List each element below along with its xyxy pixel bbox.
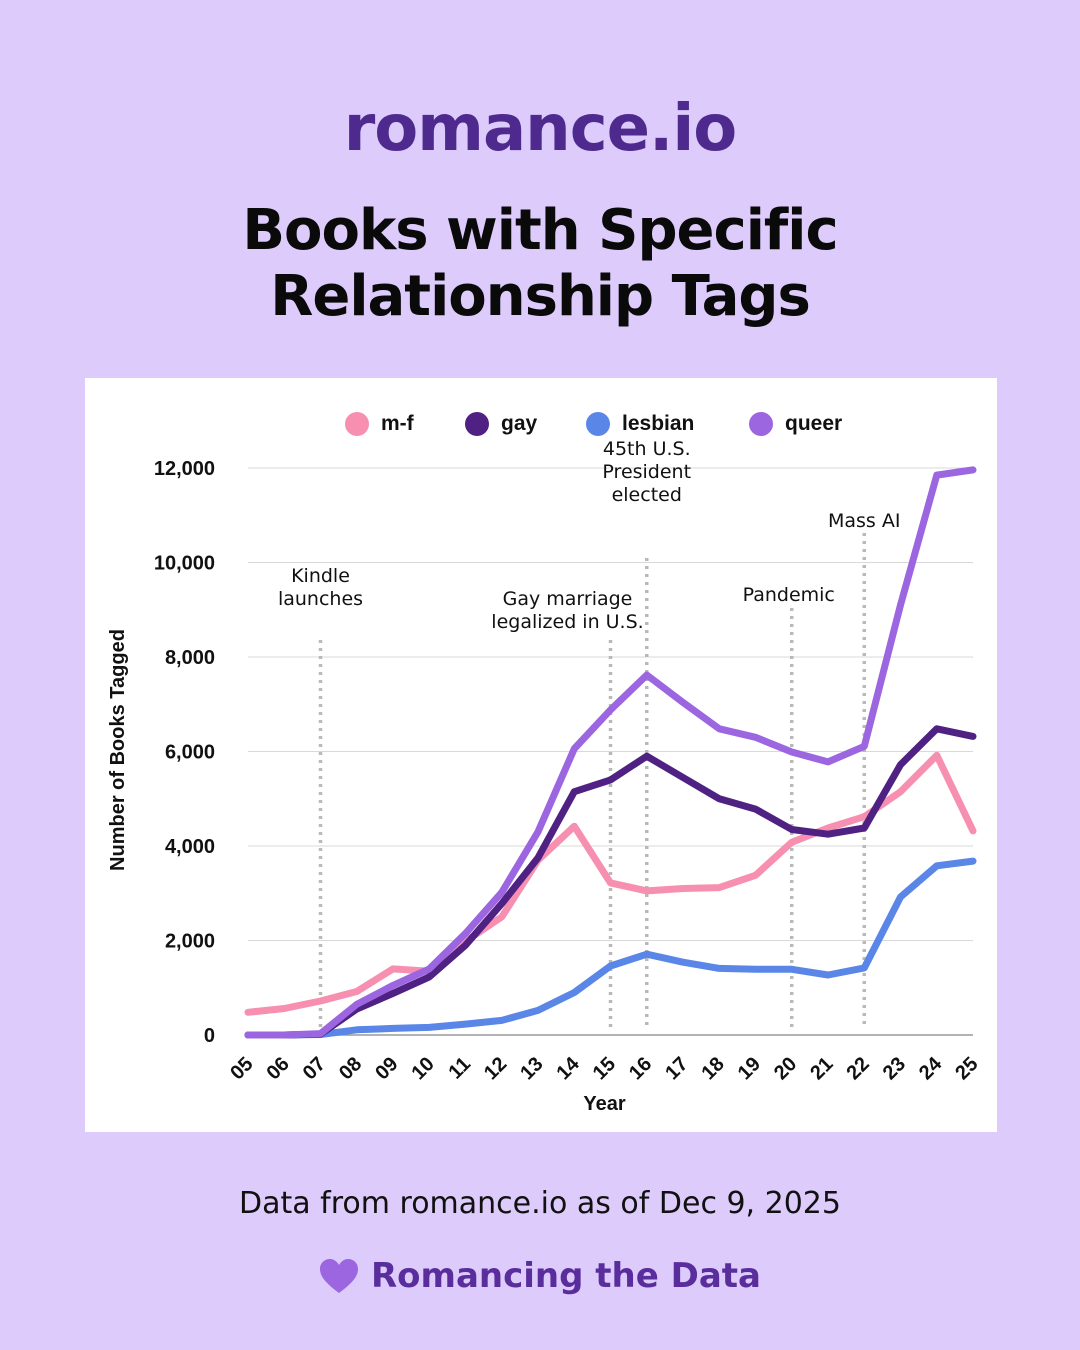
x-tick-label: 11	[445, 1053, 476, 1084]
annotation-label: launches	[278, 588, 363, 610]
x-tick-label: 14	[552, 1052, 584, 1084]
x-tick-label: 09	[371, 1053, 402, 1084]
y-tick-label: 12,000	[154, 458, 215, 480]
heart-icon	[319, 1259, 358, 1293]
x-tick-label: 16	[625, 1053, 656, 1084]
x-axis-title: Year	[583, 1093, 625, 1115]
legend-marker-queer	[749, 412, 773, 436]
x-tick-label: 22	[842, 1053, 873, 1084]
legend-marker-m-f	[345, 412, 369, 436]
x-tick-label: 12	[480, 1053, 511, 1084]
y-tick-label: 0	[204, 1025, 215, 1047]
y-tick-label: 10,000	[154, 553, 215, 575]
annotation-label: legalized in U.S.	[491, 611, 643, 633]
legend-label-m-f: m-f	[381, 412, 415, 435]
x-tick-label: 23	[879, 1053, 910, 1084]
signature: Romancing the Data	[0, 1256, 1080, 1296]
annotation-label: President	[602, 461, 691, 483]
series-line-queer	[244, 466, 977, 1039]
x-tick-label: 06	[262, 1053, 293, 1084]
x-tick-label: 19	[734, 1053, 765, 1084]
title-line-2: Relationship Tags	[270, 264, 811, 329]
legend-label-lesbian: lesbian	[622, 412, 694, 435]
y-tick-label: 8,000	[165, 647, 215, 669]
title-line-1: Books with Specific	[242, 198, 838, 263]
annotation-label: 45th U.S.	[603, 438, 691, 460]
x-tick-label: 13	[516, 1053, 547, 1084]
x-tick-label: 10	[407, 1053, 438, 1084]
series-line-m-f	[244, 751, 977, 1016]
legend-marker-lesbian	[586, 412, 610, 436]
x-tick-label: 08	[335, 1053, 366, 1084]
y-tick-label: 6,000	[165, 742, 215, 764]
x-tick-label: 25	[951, 1053, 982, 1084]
legend-label-gay: gay	[501, 412, 538, 435]
series-line-gay	[244, 725, 977, 1039]
y-tick-label: 2,000	[165, 931, 215, 953]
x-tick-label: 05	[226, 1053, 257, 1084]
legend-label-queer: queer	[785, 412, 842, 435]
annotation-label: Mass AI	[828, 510, 900, 532]
x-tick-label: 07	[299, 1053, 330, 1084]
x-tick-label: 24	[915, 1052, 947, 1084]
series-line-lesbian	[244, 857, 977, 1039]
annotation-label: Kindle	[291, 565, 350, 587]
y-tick-label: 4,000	[165, 836, 215, 858]
annotation-label: Pandemic	[743, 584, 835, 606]
x-tick-label: 15	[589, 1053, 620, 1084]
x-tick-label: 17	[661, 1053, 692, 1084]
legend-marker-gay	[465, 412, 489, 436]
data-source-note: Data from romance.io as of Dec 9, 2025	[239, 1186, 841, 1221]
y-axis-title: Number of Books Tagged	[107, 629, 129, 871]
annotation-label: Gay marriage	[503, 588, 633, 610]
annotation-label: elected	[612, 484, 682, 506]
chart-card: 0 2,000 4,000 6,000 8,000 10,000 12,000 05 06 07 0…	[85, 378, 997, 1132]
page-title: Books with Specific Relationship Tags	[0, 198, 1080, 330]
x-tick-label: 21	[806, 1053, 837, 1084]
brand-logo: romance.io	[343, 92, 738, 166]
x-tick-label: 20	[770, 1053, 801, 1084]
signature-text: Romancing the Data	[370, 1256, 762, 1296]
x-tick-label: 18	[697, 1053, 728, 1084]
